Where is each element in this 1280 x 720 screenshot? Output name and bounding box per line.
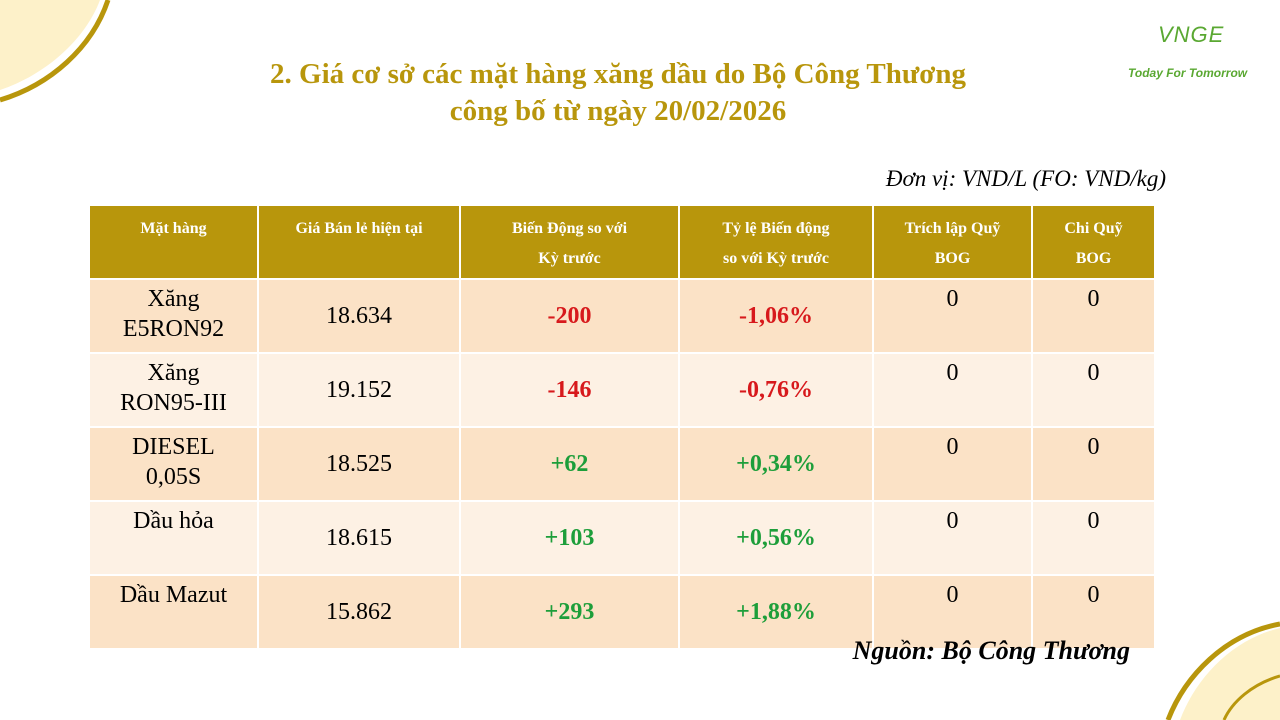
page-title: 2. Giá cơ sở các mặt hàng xăng dầu do Bộ…: [0, 56, 1236, 130]
price-change: +62: [460, 426, 680, 501]
bog-contribution: 0: [873, 352, 1033, 427]
header-bog-contribution: Trích lập Quỹ BOG: [873, 206, 1033, 279]
bog-spending: 0: [1032, 352, 1156, 427]
change-rate: +0,56%: [679, 500, 874, 575]
price-table: Mặt hàng Giá Bán lẻ hiện tại Biến Động s…: [90, 206, 1156, 648]
logo-mark: VNGE: [1158, 22, 1225, 47]
logo-tagline: Today For Tomorrow: [1128, 66, 1248, 80]
change-rate: -1,06%: [679, 278, 874, 353]
bog-contribution: 0: [873, 500, 1033, 575]
change-rate: -0,76%: [679, 352, 874, 427]
header-product: Mặt hàng: [90, 206, 259, 279]
product-name: Dầu hỏa: [90, 500, 259, 575]
price-change: +293: [460, 574, 680, 648]
retail-price: 18.525: [258, 426, 461, 501]
bog-spending: 0: [1032, 426, 1156, 501]
bog-spending: 0: [1032, 278, 1156, 353]
bog-contribution: 0: [873, 426, 1033, 501]
unit-note: Đơn vị: VND/L (FO: VND/kg): [885, 166, 1166, 191]
change-rate: +1,88%: [679, 574, 874, 648]
bog-contribution: 0: [873, 278, 1033, 353]
product-name: DIESEL 0,05S: [90, 426, 259, 501]
source-note: Nguồn: Bộ Công Thương: [852, 636, 1130, 665]
table-row: Dầu hỏa 18.615 +103 +0,56% 0 0: [90, 500, 1156, 575]
header-change-rate: Tỷ lệ Biến động so với Kỳ trước: [679, 206, 874, 279]
table-header-row: Mặt hàng Giá Bán lẻ hiện tại Biến Động s…: [90, 206, 1156, 279]
product-name: Dầu Mazut: [90, 574, 259, 648]
change-rate: +0,34%: [679, 426, 874, 501]
table-row: Xăng RON95-III 19.152 -146 -0,76% 0 0: [90, 352, 1156, 427]
product-name: Xăng E5RON92: [90, 278, 259, 353]
title-line-1: 2. Giá cơ sở các mặt hàng xăng dầu do Bộ…: [270, 58, 966, 90]
title-line-2: công bố từ ngày 20/02/2026: [449, 95, 787, 127]
price-change: -200: [460, 278, 680, 353]
product-name: Xăng RON95-III: [90, 352, 259, 427]
vnge-logo: VNGE Today For Tomorrow: [1128, 22, 1263, 84]
header-bog-spending: Chi Quỹ BOG: [1032, 206, 1156, 279]
bog-spending: 0: [1032, 574, 1156, 648]
table-row: Dầu Mazut 15.862 +293 +1,88% 0 0: [90, 574, 1156, 648]
bog-contribution: 0: [873, 574, 1033, 648]
table-row: Xăng E5RON92 18.634 -200 -1,06% 0 0: [90, 278, 1156, 353]
retail-price: 18.615: [258, 500, 461, 575]
table-row: DIESEL 0,05S 18.525 +62 +0,34% 0 0: [90, 426, 1156, 501]
price-change: -146: [460, 352, 680, 427]
retail-price: 18.634: [258, 278, 461, 353]
header-change: Biến Động so với Kỳ trước: [460, 206, 680, 279]
bog-spending: 0: [1032, 500, 1156, 575]
header-retail-price: Giá Bán lẻ hiện tại: [258, 206, 461, 279]
retail-price: 15.862: [258, 574, 461, 648]
retail-price: 19.152: [258, 352, 461, 427]
price-change: +103: [460, 500, 680, 575]
